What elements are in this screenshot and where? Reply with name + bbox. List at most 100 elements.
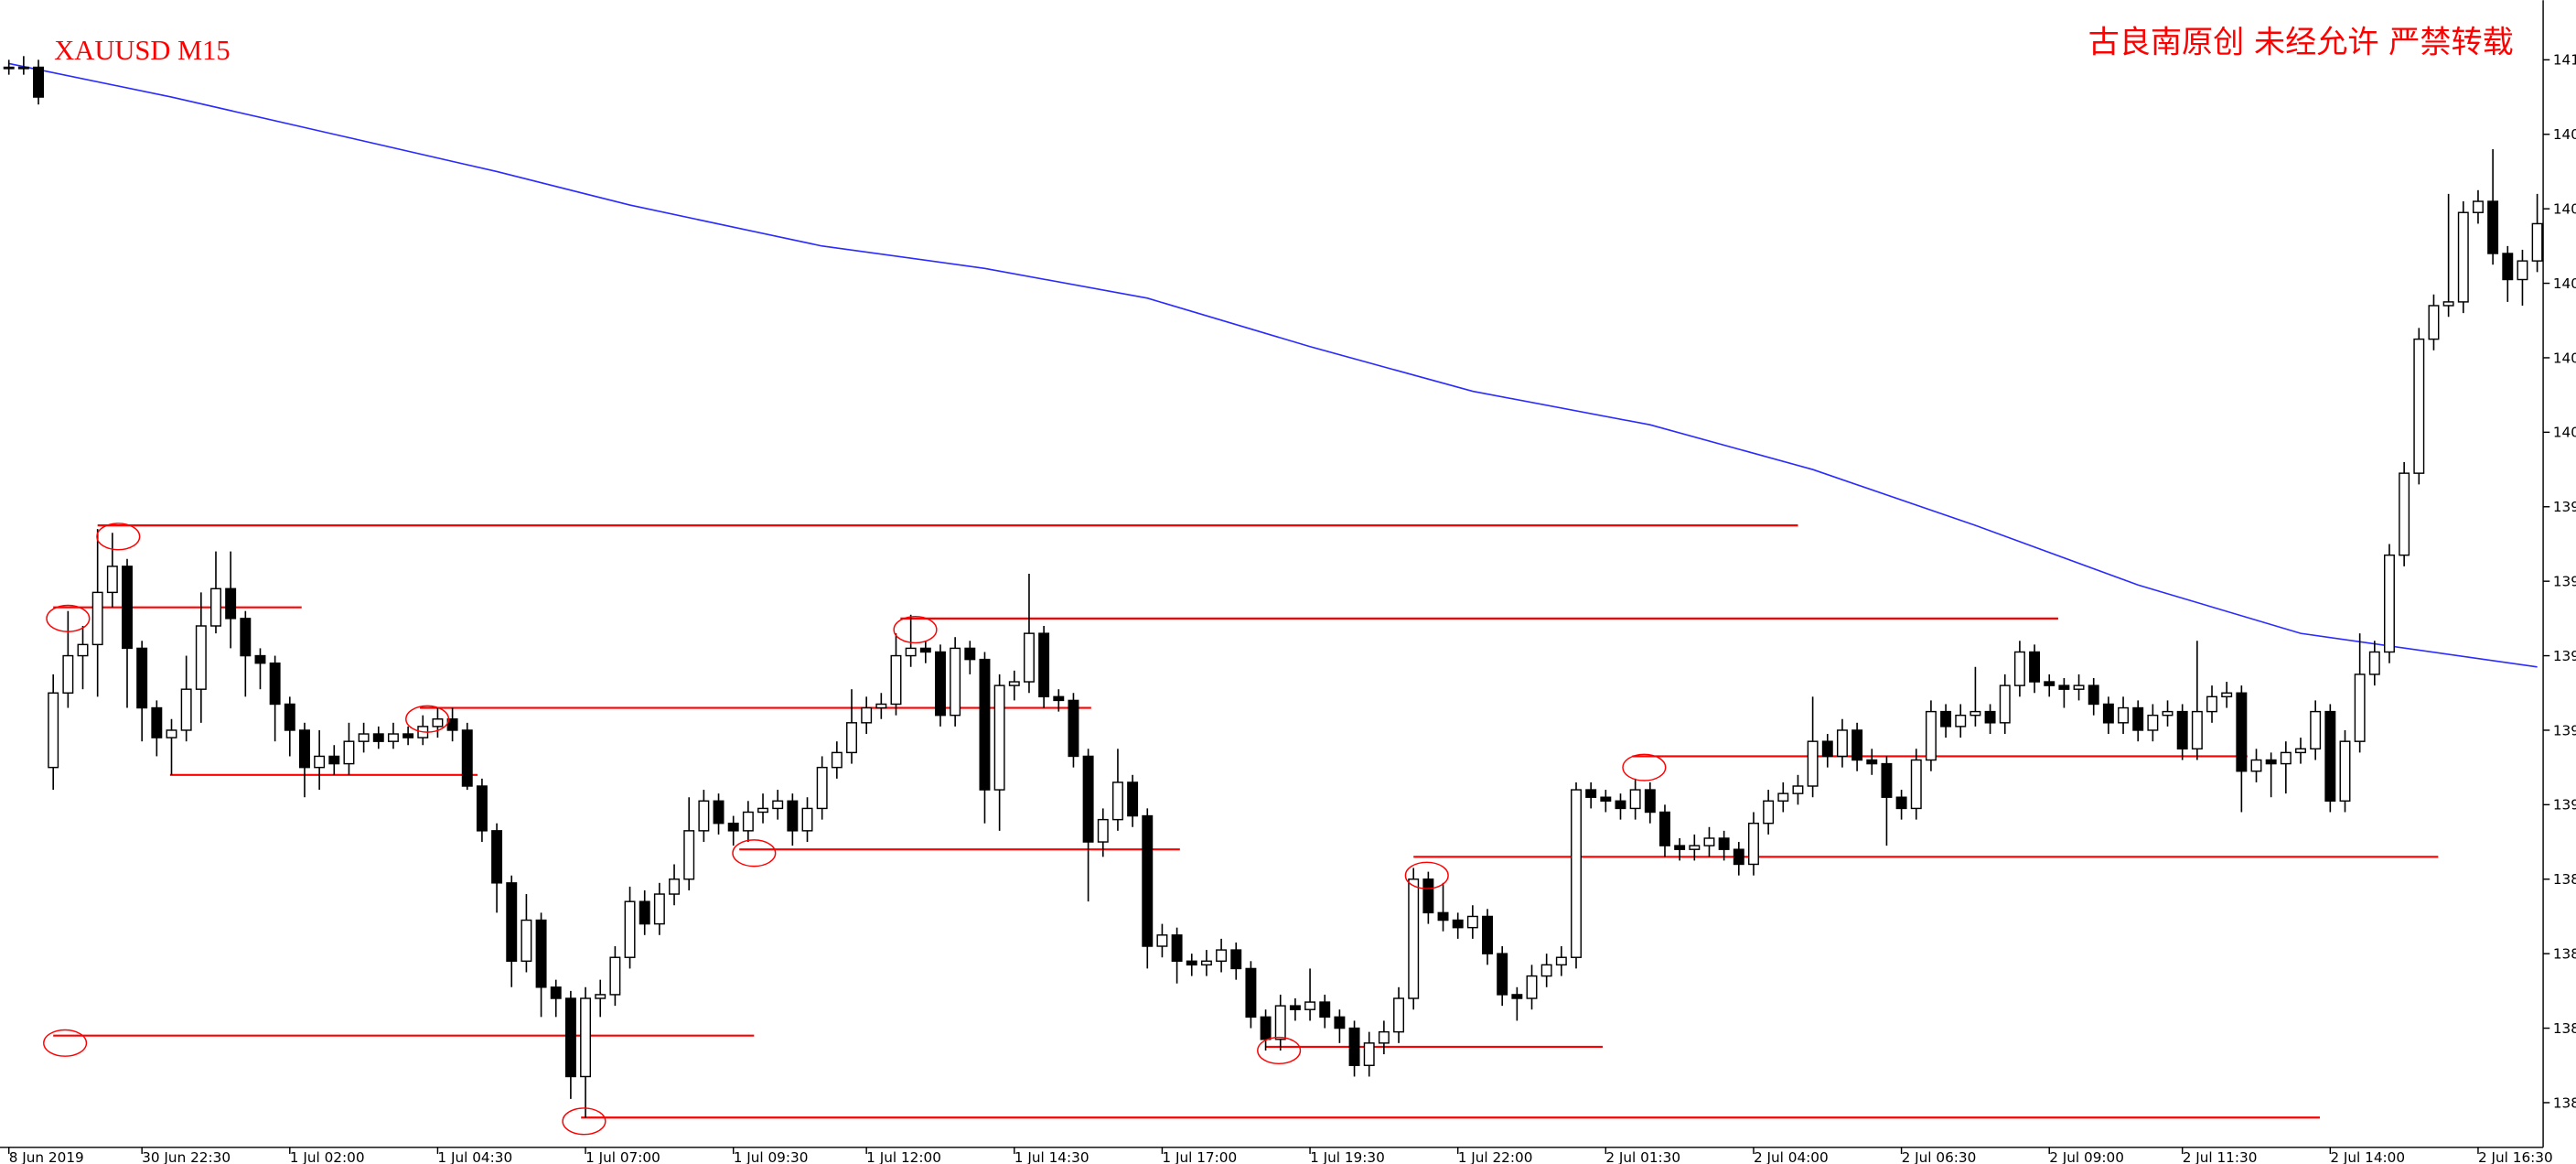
candle-body xyxy=(77,643,89,657)
candle-body xyxy=(639,900,650,925)
candle-body xyxy=(1571,789,1582,958)
candle-body xyxy=(1777,792,1789,803)
candle-body xyxy=(343,740,355,765)
candle-body xyxy=(521,919,532,963)
candle-body xyxy=(1023,632,1035,683)
candle-body xyxy=(1111,781,1123,821)
candle-body xyxy=(2368,651,2380,675)
y-tick-label: 139 xyxy=(2553,574,2576,590)
marker-circle xyxy=(46,604,91,632)
candle-body xyxy=(166,729,177,738)
candle-body xyxy=(816,766,828,810)
candle-body xyxy=(2457,211,2469,303)
candle-body xyxy=(1260,1016,1272,1040)
marker-circle xyxy=(1404,861,1449,889)
marker-circle xyxy=(1257,1036,1302,1065)
candle-body xyxy=(1274,1005,1286,1040)
candle-body xyxy=(1555,956,1567,966)
candle-body xyxy=(1984,710,1996,724)
candle-body xyxy=(1422,878,1434,914)
candle-body xyxy=(624,900,636,958)
candle-body xyxy=(1792,785,1804,794)
plot-area xyxy=(3,56,2543,1136)
candle-body xyxy=(1511,994,1523,999)
candle-body xyxy=(653,893,665,925)
watermark: 古良南原创 未经允许 严禁转载 xyxy=(2088,25,2514,61)
candle-body xyxy=(2517,260,2528,281)
candle-body xyxy=(1245,967,1257,1018)
candle-body xyxy=(1304,1001,1316,1010)
candle-body xyxy=(1452,919,1464,929)
candle-body xyxy=(742,811,754,832)
candle-body xyxy=(2176,710,2188,750)
candle-body xyxy=(1836,729,1848,758)
candle-body xyxy=(669,878,681,895)
candle-body xyxy=(580,997,592,1078)
candle-body xyxy=(2502,253,2514,281)
x-tick-label: 2 Jul 01:30 xyxy=(1605,1149,1680,1164)
candle-body xyxy=(2118,706,2130,724)
x-tick-label: 1 Jul 09:30 xyxy=(734,1149,809,1164)
candle-body xyxy=(1156,934,1168,947)
candle-body xyxy=(2250,759,2262,772)
candle-body xyxy=(2088,684,2099,706)
candle-body xyxy=(402,733,414,738)
candle-body xyxy=(1526,975,1538,999)
y-tick-label: 138 xyxy=(2553,871,2576,888)
candle-body xyxy=(1334,1016,1346,1029)
candle-body xyxy=(727,822,739,832)
candle-body xyxy=(1910,759,1922,810)
candle-body xyxy=(919,647,931,653)
candle-body xyxy=(1171,934,1183,963)
candle-body xyxy=(3,66,15,70)
candle-body xyxy=(2487,200,2499,254)
candle-body xyxy=(787,800,799,832)
candle-body xyxy=(298,729,310,769)
candle-body xyxy=(1970,710,1981,717)
candle-body xyxy=(314,755,326,769)
candle-body xyxy=(1082,755,1094,843)
candle-body xyxy=(1497,953,1508,996)
candle-body xyxy=(2531,222,2543,262)
y-tick-label: 139 xyxy=(2553,797,2576,814)
candle-body xyxy=(2442,301,2454,307)
x-tick-label: 2 Jul 11:30 xyxy=(2183,1149,2258,1164)
candle-body xyxy=(1881,762,1893,798)
x-tick-label: 1 Jul 22:00 xyxy=(1458,1149,1533,1164)
candle-body xyxy=(1038,632,1050,698)
candle-body xyxy=(535,919,547,988)
candle-body xyxy=(1689,845,1701,850)
x-tick-label: 2 Jul 09:00 xyxy=(2049,1149,2124,1164)
candle-body xyxy=(225,587,237,620)
candle-body xyxy=(1955,714,1967,728)
x-tick-label: 2 Jul 16:30 xyxy=(2478,1149,2553,1164)
candle-body xyxy=(2073,684,2085,690)
x-tick-label: 1 Jul 12:00 xyxy=(866,1149,941,1164)
x-tick-label: 2 Jul 14:00 xyxy=(2330,1149,2405,1164)
marker-circle xyxy=(893,615,938,644)
candle-body xyxy=(106,566,118,594)
candle-body xyxy=(1289,1005,1301,1010)
candle-body xyxy=(195,625,207,690)
x-tick-label: 8 Jun 2019 xyxy=(9,1149,84,1164)
x-tick-label: 30 Jun 22:30 xyxy=(142,1149,231,1164)
marker-circle xyxy=(405,705,450,733)
y-tick-label: 138 xyxy=(2553,946,2576,963)
y-tick-label: 139 xyxy=(2553,722,2576,738)
candle-body xyxy=(1747,822,1759,866)
candle-body xyxy=(2384,554,2395,653)
candle-body xyxy=(2324,710,2336,803)
candle-body xyxy=(2029,651,2041,683)
candle-body xyxy=(2339,740,2351,803)
candle-body xyxy=(1393,997,1405,1033)
candle-body xyxy=(1230,949,1242,970)
candle-body xyxy=(1866,759,1878,765)
candle-body xyxy=(1600,796,1612,803)
candle-body xyxy=(964,647,976,661)
x-tick-label: 1 Jul 04:30 xyxy=(437,1149,512,1164)
candle-body xyxy=(180,688,192,731)
candle-body xyxy=(609,956,621,996)
candle-body xyxy=(2428,305,2440,340)
candle-body xyxy=(136,647,148,709)
